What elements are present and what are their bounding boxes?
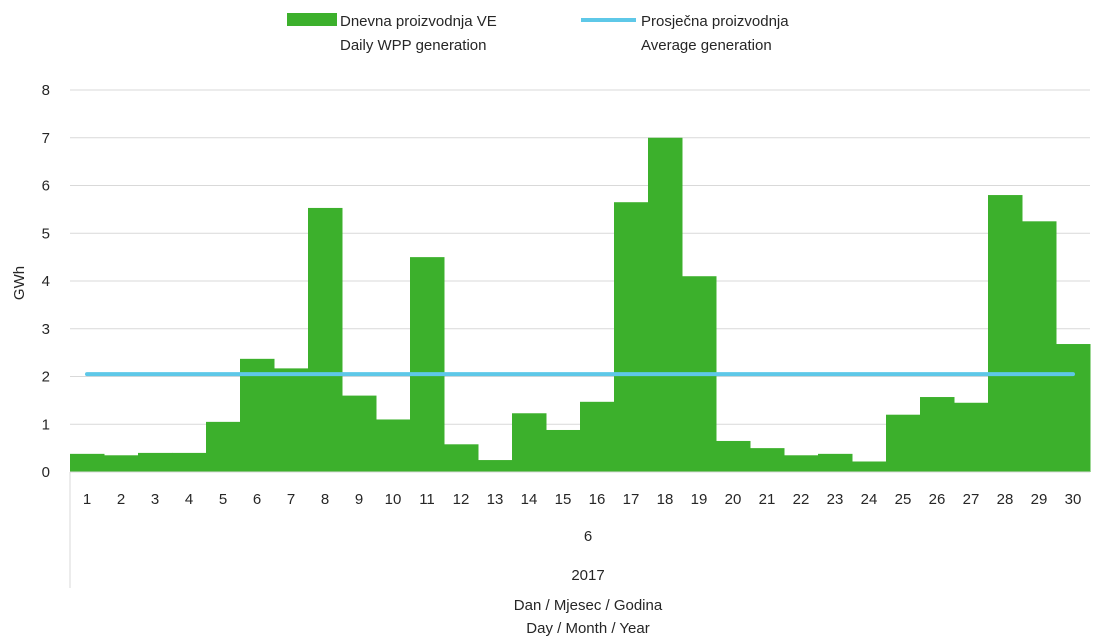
y-axis-label: GWh xyxy=(11,266,28,300)
bar-day-15 xyxy=(546,429,581,472)
bar-day-29 xyxy=(1022,221,1057,472)
year-label: 2017 xyxy=(571,567,604,584)
y-tick-label: 1 xyxy=(42,416,50,433)
legend-swatch-daily-generation xyxy=(287,13,337,26)
x-axis-label-line1: Dan / Mjesec / Godina xyxy=(514,597,663,614)
y-tick-label: 7 xyxy=(42,130,50,147)
bar-day-3 xyxy=(138,452,173,472)
legend-label-average-line2: Average generation xyxy=(641,37,772,54)
x-tick-label: 19 xyxy=(691,491,708,508)
x-tick-label: 5 xyxy=(219,491,227,508)
x-tick-label: 13 xyxy=(487,491,504,508)
bar-day-20 xyxy=(716,440,751,472)
x-tick-label: 12 xyxy=(453,491,470,508)
x-tick-label: 17 xyxy=(623,491,640,508)
bar-day-16 xyxy=(580,401,615,472)
bar-day-5 xyxy=(206,421,241,472)
x-tick-label: 18 xyxy=(657,491,674,508)
x-tick-label: 3 xyxy=(151,491,159,508)
y-tick-label: 3 xyxy=(42,321,50,338)
y-tick-label: 4 xyxy=(42,273,50,290)
x-tick-label: 20 xyxy=(725,491,742,508)
x-tick-label: 30 xyxy=(1065,491,1082,508)
y-tick-label: 8 xyxy=(42,82,50,99)
bar-day-14 xyxy=(512,413,547,472)
x-tick-label: 15 xyxy=(555,491,572,508)
x-tick-label: 23 xyxy=(827,491,844,508)
x-tick-label: 4 xyxy=(185,491,193,508)
bar-day-10 xyxy=(376,419,411,472)
x-tick-label: 26 xyxy=(929,491,946,508)
x-tick-label: 16 xyxy=(589,491,606,508)
y-tick-label: 6 xyxy=(42,178,50,195)
bar-day-7 xyxy=(274,368,309,472)
x-tick-label: 22 xyxy=(793,491,810,508)
bar-day-22 xyxy=(784,455,819,472)
bar-day-11 xyxy=(410,257,445,472)
bar-day-4 xyxy=(172,452,207,472)
bar-day-27 xyxy=(954,402,989,472)
x-tick-label: 21 xyxy=(759,491,776,508)
bar-day-8 xyxy=(308,207,343,472)
legend-label-average-line1: Prosječna proizvodnja xyxy=(641,13,789,30)
x-tick-label: 28 xyxy=(997,491,1014,508)
bar-day-12 xyxy=(444,444,479,472)
y-tick-label: 2 xyxy=(42,369,50,386)
x-tick-label: 9 xyxy=(355,491,363,508)
bars xyxy=(70,137,1091,473)
bar-day-6 xyxy=(240,358,275,472)
bar-day-9 xyxy=(342,395,377,472)
x-tick-label: 8 xyxy=(321,491,329,508)
bar-day-25 xyxy=(886,414,921,472)
bar-day-26 xyxy=(920,397,955,472)
bar-day-1 xyxy=(70,453,105,472)
bar-day-13 xyxy=(478,460,513,472)
bar-day-2 xyxy=(104,455,139,472)
bar-day-30 xyxy=(1056,344,1091,472)
y-tick-label: 5 xyxy=(42,225,50,242)
x-tick-label: 14 xyxy=(521,491,538,508)
legend-label-daily-line2: Daily WPP generation xyxy=(340,37,486,54)
y-tick-label: 0 xyxy=(42,464,50,481)
x-tick-label: 7 xyxy=(287,491,295,508)
bar-day-23 xyxy=(818,453,853,472)
legend: Dnevna proizvodnja VE Daily WPP generati… xyxy=(287,13,789,54)
bar-day-17 xyxy=(614,202,649,472)
bar-day-18 xyxy=(648,137,683,472)
bar-day-21 xyxy=(750,448,785,472)
x-axis-label-line2: Day / Month / Year xyxy=(526,620,649,637)
x-tick-label: 24 xyxy=(861,491,878,508)
x-tick-label: 10 xyxy=(385,491,402,508)
x-tick-label: 1 xyxy=(83,491,91,508)
bar-day-28 xyxy=(988,195,1023,473)
x-tick-label: 27 xyxy=(963,491,980,508)
x-tick-label: 11 xyxy=(419,491,435,508)
x-tick-label: 6 xyxy=(253,491,261,508)
x-tick-label: 25 xyxy=(895,491,912,508)
x-tick-label: 29 xyxy=(1031,491,1048,508)
legend-label-daily-line1: Dnevna proizvodnja VE xyxy=(340,13,497,30)
x-tick-label: 2 xyxy=(117,491,125,508)
bar-day-24 xyxy=(852,461,887,472)
month-label: 6 xyxy=(584,528,592,545)
